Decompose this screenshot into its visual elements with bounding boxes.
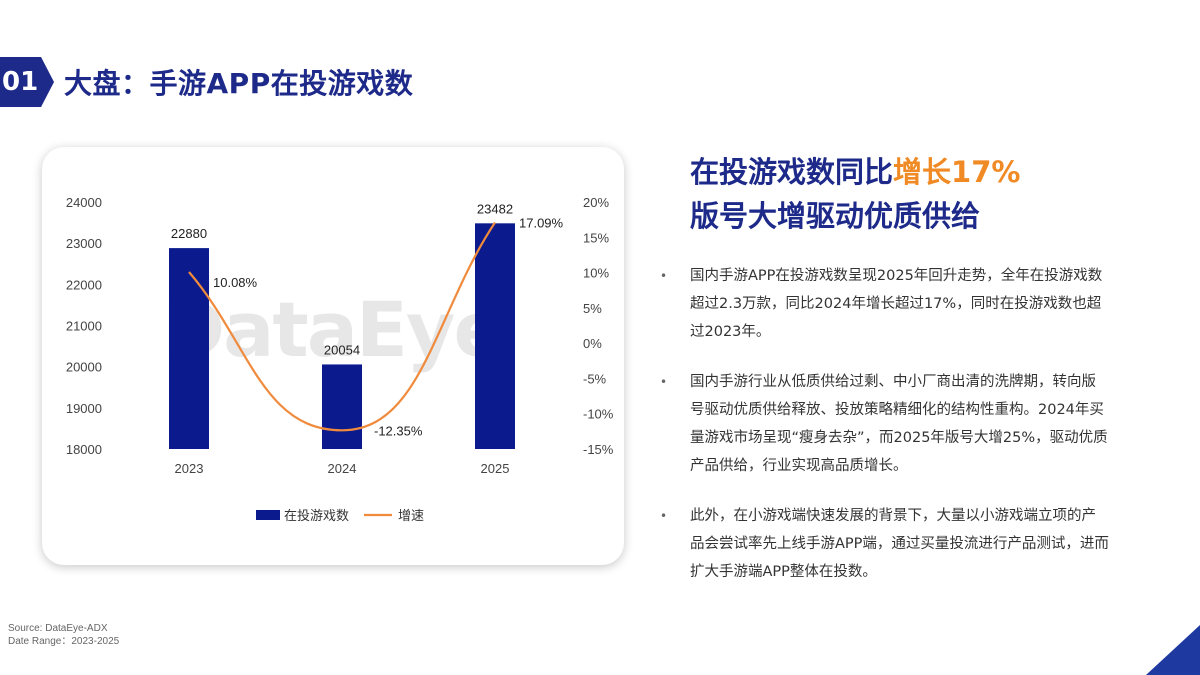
chart-card: DataEye 24000 23000 22000 21000 20000 19000 18… <box>42 147 624 565</box>
legend-line-label: 增速 <box>398 508 424 523</box>
source-line: Source: DataEye-ADX <box>8 623 108 634</box>
x-tick-label: 2025 <box>481 461 510 476</box>
y-left-tick-label: 18000 <box>66 442 102 457</box>
y-right-tick-label: -15% <box>583 442 614 457</box>
bullet-item: 此外，在小游戏端快速发展的背景下，大量以小游戏端立项的产品会尝试率先上线手游AP… <box>660 502 1110 586</box>
line-data-label: -12.35% <box>374 423 423 438</box>
headline-line-2: 版号大增驱动优质供给 <box>690 199 981 233</box>
y-right-tick-label: -10% <box>583 407 614 422</box>
headline-accent: 增长17% <box>893 155 1021 189</box>
bar-2023 <box>169 248 209 449</box>
date-range-line: Date Range：2023-2025 <box>8 636 120 647</box>
y-left-tick-label: 21000 <box>66 319 102 334</box>
bar-data-label: 20054 <box>324 342 360 357</box>
y-right-tick-label: 5% <box>583 301 602 316</box>
y-left-tick-label: 20000 <box>66 360 102 375</box>
line-data-label: 10.08% <box>213 275 258 290</box>
headline: 在投游戏数同比增长17% 版号大增驱动优质供给 <box>690 150 1020 238</box>
bar-data-label: 23482 <box>477 201 513 216</box>
y-right-tick-label: 15% <box>583 230 609 245</box>
section-number-badge: 01 <box>0 57 54 107</box>
watermark: DataEye <box>162 285 505 374</box>
headline-prefix: 在投游戏数同比 <box>690 155 894 189</box>
y-right-tick-label: 0% <box>583 336 602 351</box>
bullet-item: 国内手游APP在投游戏数呈现2025年回升走势，全年在投游戏数超过2.3万款，同… <box>660 262 1110 346</box>
source-note: Source: DataEye-ADX Date Range：2023-2025 <box>8 622 119 648</box>
y-right-tick-label: -5% <box>583 371 607 386</box>
headline-line-1: 在投游戏数同比增长17% <box>690 150 1020 194</box>
y-right-tick-label: 20% <box>583 195 609 210</box>
bar-2025 <box>475 223 515 449</box>
bullet-item: 国内手游行业从低质供给过剩、中小厂商出清的洗牌期，转向版号驱动优质供给释放、投放… <box>660 368 1110 480</box>
y-right-tick-label: 10% <box>583 266 609 281</box>
legend-bar-label: 在投游戏数 <box>284 508 349 523</box>
legend-bar-swatch <box>256 510 280 520</box>
combo-chart: 24000 23000 22000 21000 20000 19000 18000 20% 15… <box>66 195 614 523</box>
bar-2024 <box>322 364 362 449</box>
bullet-list: 国内手游APP在投游戏数呈现2025年回升走势，全年在投游戏数超过2.3万款，同… <box>660 262 1110 608</box>
page-title: 大盘：手游APP在投游戏数 <box>64 67 414 100</box>
y-left-tick-label: 19000 <box>66 401 102 416</box>
corner-decoration <box>1146 625 1200 675</box>
line-data-label: 17.09% <box>519 216 564 231</box>
bar-data-label: 22880 <box>171 226 207 241</box>
growth-rate-line <box>188 221 496 432</box>
x-tick-label: 2024 <box>328 461 357 476</box>
y-left-tick-label: 24000 <box>66 195 102 210</box>
section-number: 01 <box>2 67 39 97</box>
y-left-tick-label: 23000 <box>66 236 102 251</box>
x-tick-label: 2023 <box>175 461 204 476</box>
y-left-tick-label: 22000 <box>66 277 102 292</box>
